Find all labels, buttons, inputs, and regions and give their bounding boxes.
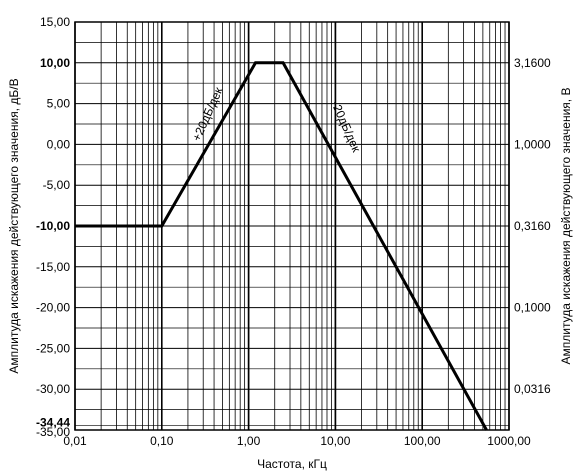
y-tick-label-right: 0,3160 xyxy=(514,219,551,233)
y-tick-label-left: -5,00 xyxy=(43,178,71,192)
x-tick-label: 0,01 xyxy=(63,434,87,448)
y-tick-label-right: 0,1000 xyxy=(514,301,551,315)
x-tick-label: 1000,00 xyxy=(487,434,531,448)
y-tick-label-left: -30,00 xyxy=(36,382,70,396)
y-tick-label-right: 3,1600 xyxy=(514,56,551,70)
y-tick-label-left: -34,44 xyxy=(36,415,70,429)
x-tick-label: 10,00 xyxy=(320,434,350,448)
y-axis-label-left: Амплитуда искажения действующего значени… xyxy=(7,78,21,373)
y-axis-label-right: Амплитуда искажения действующего значени… xyxy=(559,88,573,365)
x-axis-label: Частота, кГц xyxy=(257,457,327,471)
y-tick-label-left: 0,00 xyxy=(47,137,71,151)
x-tick-label: 0,10 xyxy=(150,434,174,448)
series-line-0 xyxy=(75,61,488,431)
y-tick-label-left: -25,00 xyxy=(36,341,70,355)
y-tick-label-left: 15,00 xyxy=(40,15,70,29)
x-tick-label: 1,00 xyxy=(237,434,261,448)
slope-annotation: +20дБ/дек xyxy=(189,84,225,143)
slope-annotation: -20дБ/дек xyxy=(328,99,363,155)
y-tick-label-left: -15,00 xyxy=(36,260,70,274)
y-tick-label-left: -10,00 xyxy=(36,219,70,233)
y-tick-label-left: -35,00 xyxy=(36,425,70,439)
y-tick-label-left: 5,00 xyxy=(47,97,71,111)
y-tick-label-right: 1,0000 xyxy=(514,137,551,151)
y-tick-label-left: -20,00 xyxy=(36,301,70,315)
x-tick-label: 100,00 xyxy=(404,434,441,448)
y-tick-label-right: 0,0316 xyxy=(514,382,551,396)
y-tick-label-left: 10,00 xyxy=(40,56,70,70)
tick-labels: 0,01 0,10 1,00 10,00 100,00 1000,00 15,00 10,00… xyxy=(36,15,551,448)
